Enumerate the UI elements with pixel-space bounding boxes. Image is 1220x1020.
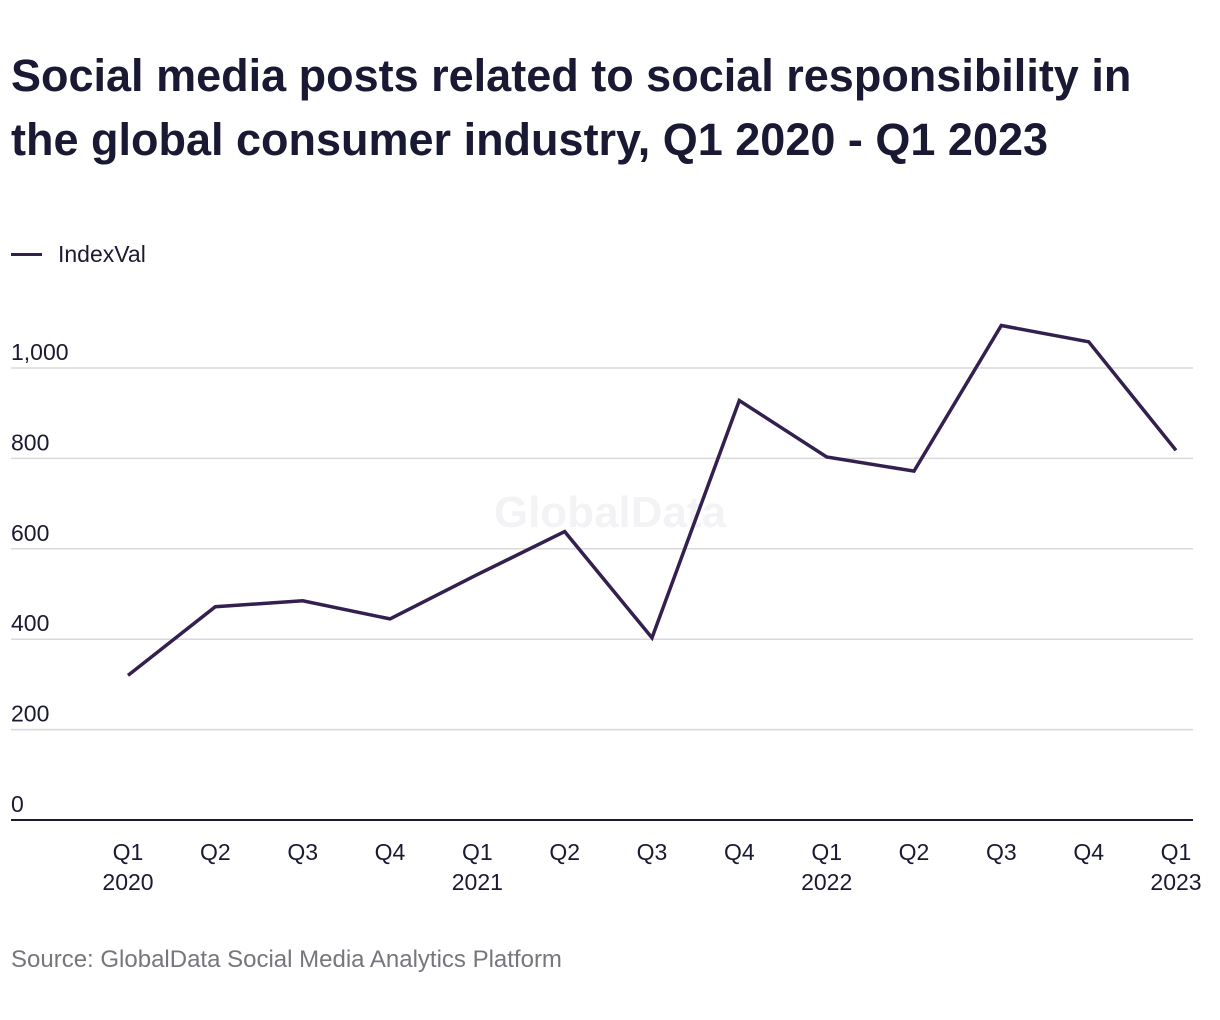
- data-point: [1000, 324, 1003, 327]
- x-tick-label: Q1: [811, 839, 842, 865]
- x-tick-label: Q3: [287, 839, 318, 865]
- y-tick-label: 1,000: [11, 339, 69, 365]
- x-tick-label: Q2: [899, 839, 930, 865]
- x-tick-label: Q1: [462, 839, 493, 865]
- x-tick-label: Q2: [200, 839, 231, 865]
- x-tick-year-label: 2021: [452, 869, 503, 895]
- legend-swatch: [11, 253, 42, 256]
- x-axis: Q1 2020 Q2 Q3 Q4 Q1 2021 Q2 Q3 Q4 Q1 2022 Q2 Q3 Q4 Q1 20…: [102, 839, 1201, 895]
- watermark-text: GlobalData: [494, 488, 727, 537]
- data-point: [913, 470, 916, 473]
- line-chart: GlobalData 0 200 400 600 800 1,000 Q1 2020 Q2 Q3…: [11, 323, 1202, 895]
- y-axis: 0 200 400 600 800 1,000: [11, 339, 69, 817]
- y-tick-label: 200: [11, 701, 49, 727]
- x-tick-label: Q3: [986, 839, 1017, 865]
- data-point: [389, 617, 392, 620]
- x-tick-year-label: 2022: [801, 869, 852, 895]
- x-tick-label: Q1: [1161, 839, 1192, 865]
- data-point: [563, 530, 566, 533]
- x-tick-label: Q1: [113, 839, 144, 865]
- x-tick-label: Q3: [637, 839, 668, 865]
- x-tick-year-label: 2020: [102, 869, 153, 895]
- data-point: [214, 605, 217, 608]
- y-tick-label: 800: [11, 429, 49, 455]
- data-point: [476, 573, 479, 576]
- y-tick-label: 400: [11, 610, 49, 636]
- x-tick-label: Q4: [724, 839, 755, 865]
- data-point: [1087, 340, 1090, 343]
- x-tick-label: Q2: [549, 839, 580, 865]
- grid: [11, 367, 1193, 821]
- data-point: [127, 674, 130, 677]
- data-point: [1175, 449, 1178, 452]
- data-point: [651, 636, 654, 639]
- y-tick-label: 0: [11, 791, 24, 817]
- data-point: [738, 399, 741, 402]
- legend-label: IndexVal: [58, 241, 146, 267]
- chart-title: Social media posts related to social res…: [11, 50, 1132, 165]
- series-line-indexval: [126, 323, 1178, 677]
- data-point: [301, 599, 304, 602]
- source-note: Source: GlobalData Social Media Analytic…: [11, 946, 562, 973]
- watermark: GlobalData: [494, 488, 727, 537]
- x-tick-year-label: 2023: [1150, 869, 1201, 895]
- x-tick-label: Q4: [1073, 839, 1104, 865]
- data-point: [825, 456, 828, 459]
- legend: IndexVal: [11, 241, 146, 268]
- x-tick-label: Q4: [375, 839, 406, 865]
- y-tick-label: 600: [11, 520, 49, 546]
- series: [126, 323, 1178, 677]
